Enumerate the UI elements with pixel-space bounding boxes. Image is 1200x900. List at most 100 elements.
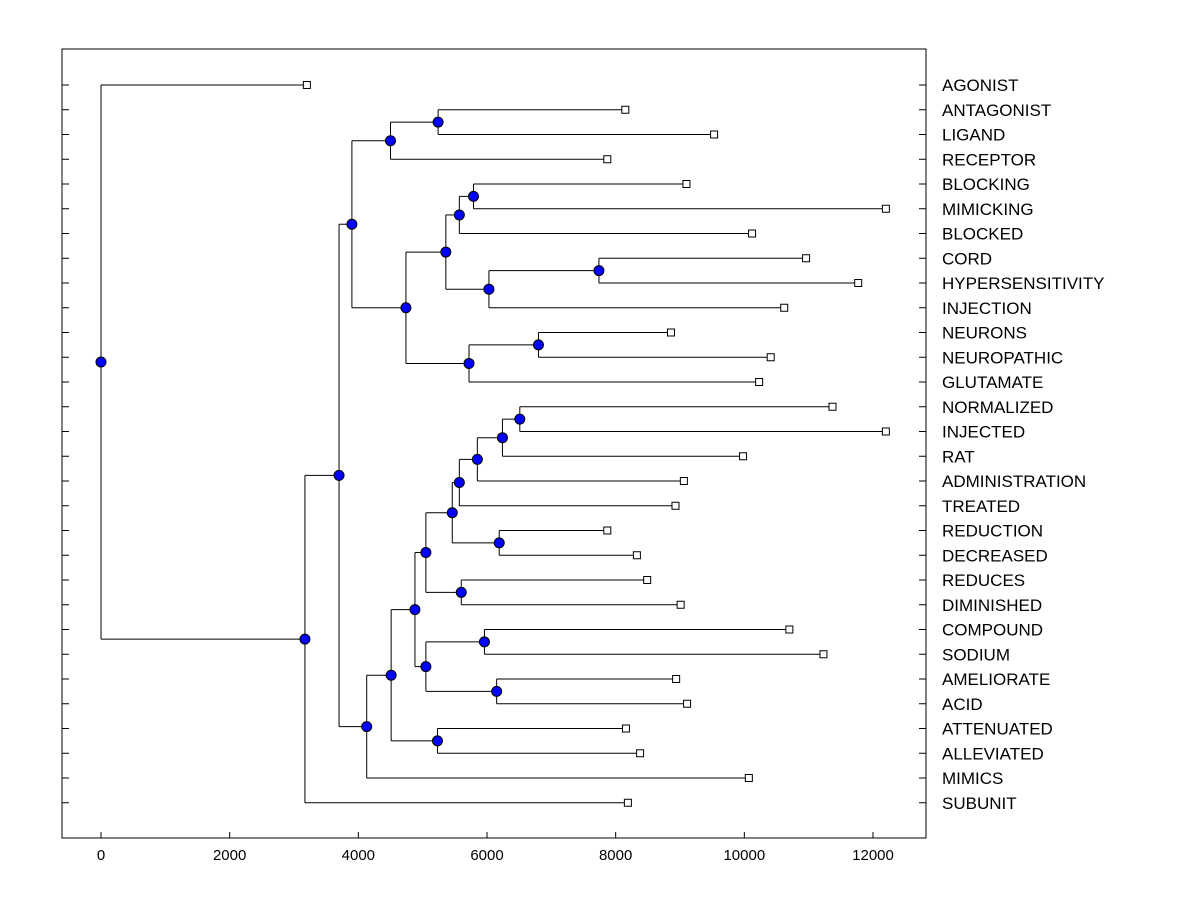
merge-node bbox=[361, 721, 373, 733]
merge-node bbox=[446, 507, 458, 519]
merge-node bbox=[420, 547, 432, 559]
leaf-label: RAT bbox=[942, 447, 975, 466]
leaf-label: ACID bbox=[942, 695, 983, 714]
merge-node bbox=[453, 477, 465, 489]
leaf-label: DIMINISHED bbox=[942, 596, 1042, 615]
leaf-marker bbox=[755, 378, 764, 386]
leaf-marker bbox=[632, 551, 641, 560]
leaf-markers bbox=[302, 81, 890, 807]
leaf-marker bbox=[828, 402, 837, 411]
leaf-marker bbox=[621, 105, 630, 114]
merge-node bbox=[453, 209, 465, 221]
leaf-label: TREATED bbox=[942, 497, 1020, 516]
leaf-label: SUBUNIT bbox=[942, 794, 1017, 813]
plot-frame bbox=[61, 48, 927, 839]
x-tick-label: 6000 bbox=[470, 847, 503, 864]
merge-node bbox=[95, 356, 107, 368]
leaf-label: LIGAND bbox=[942, 126, 1005, 145]
leaf-marker bbox=[603, 155, 612, 164]
leaf-marker bbox=[710, 130, 719, 139]
merge-node bbox=[514, 413, 526, 425]
merge-node bbox=[483, 283, 495, 295]
leaf-label: ALLEVIATED bbox=[942, 744, 1044, 763]
leaf-label: REDUCTION bbox=[942, 522, 1043, 541]
leaf-label: INJECTED bbox=[942, 423, 1025, 442]
leaf-label: INJECTION bbox=[942, 299, 1032, 318]
leaf-marker bbox=[819, 650, 828, 659]
leaf-label: BLOCKED bbox=[942, 225, 1023, 244]
merge-node bbox=[385, 135, 396, 147]
leaf-label: NEUROPATHIC bbox=[942, 348, 1063, 367]
merge-node bbox=[463, 357, 475, 369]
leaf-marker bbox=[666, 328, 675, 337]
leaf-label: NEURONS bbox=[942, 324, 1027, 343]
leaf-marker bbox=[603, 526, 612, 535]
x-axis-ticks bbox=[100, 832, 874, 838]
leaf-marker bbox=[621, 724, 630, 733]
leaf-marker bbox=[739, 452, 748, 461]
leaf-marker bbox=[881, 204, 890, 213]
merge-node bbox=[455, 586, 467, 598]
merge-node bbox=[471, 453, 483, 465]
leaf-label: DECREASED bbox=[942, 546, 1048, 565]
x-tick-label: 10000 bbox=[723, 847, 765, 864]
merge-node bbox=[431, 735, 443, 747]
x-tick-label: 2000 bbox=[213, 847, 246, 864]
leaf-label: CORD bbox=[942, 249, 992, 268]
leaf-marker bbox=[854, 279, 863, 287]
merge-node bbox=[467, 190, 479, 202]
leaf-label: NORMALIZED bbox=[942, 398, 1053, 417]
x-tick-label: 12000 bbox=[852, 847, 894, 864]
merge-node bbox=[432, 116, 444, 128]
leaf-label: REDUCES bbox=[942, 571, 1025, 590]
merge-node bbox=[493, 537, 505, 549]
leaf-label: MIMICS bbox=[942, 769, 1003, 788]
leaf-label: AMELIORATE bbox=[942, 670, 1050, 689]
leaf-label: RECEPTOR bbox=[942, 150, 1036, 169]
x-tick-label: 8000 bbox=[599, 847, 632, 864]
merge-node bbox=[420, 661, 432, 673]
leaf-marker bbox=[744, 774, 753, 782]
leaf-marker bbox=[676, 600, 685, 609]
leaf-marker bbox=[780, 303, 789, 312]
leaf-marker bbox=[682, 180, 691, 188]
leaf-label: GLUTAMATE bbox=[942, 373, 1043, 392]
leaf-marker bbox=[672, 675, 681, 683]
leaf-marker bbox=[302, 81, 311, 89]
merge-node bbox=[333, 469, 345, 481]
leaf-label: HYPERSENSITIVITY bbox=[942, 274, 1104, 293]
leaf-marker bbox=[881, 427, 890, 436]
leaf-label: AGONIST bbox=[942, 76, 1019, 95]
merge-node bbox=[478, 636, 490, 648]
leaf-marker bbox=[683, 699, 692, 708]
dendrogram-branches bbox=[100, 84, 886, 804]
merge-node bbox=[385, 669, 397, 681]
leaf-label: ADMINISTRATION bbox=[942, 472, 1086, 491]
leaf-label: ATTENUATED bbox=[942, 720, 1053, 739]
merge-node-markers bbox=[95, 116, 605, 747]
merge-node bbox=[496, 432, 508, 444]
merge-node bbox=[409, 604, 421, 616]
leaf-marker bbox=[643, 576, 652, 584]
leaf-label: SODIUM bbox=[942, 645, 1010, 664]
leaf-marker bbox=[748, 229, 757, 238]
leaf-marker bbox=[671, 501, 680, 510]
leaf-label: BLOCKING bbox=[942, 175, 1030, 194]
x-tick-label: 0 bbox=[97, 847, 105, 864]
merge-node bbox=[491, 685, 503, 697]
merge-node bbox=[440, 246, 452, 258]
merge-node bbox=[593, 265, 605, 277]
leaf-marker bbox=[802, 254, 811, 263]
x-tick-label: 4000 bbox=[342, 847, 375, 864]
x-axis-tick-labels: 0 2000 4000 6000 8000 10000 12000 bbox=[97, 847, 894, 864]
leaf-marker bbox=[766, 353, 775, 362]
leaf-label: ANTAGONIST bbox=[942, 101, 1051, 120]
leaf-label: MIMICKING bbox=[942, 200, 1034, 219]
merge-node bbox=[299, 633, 311, 645]
leaf-marker bbox=[679, 477, 688, 485]
leaf-labels: AGONIST ANTAGONIST LIGAND RECEPTOR BLOCKING M… bbox=[942, 76, 1104, 813]
y-axis-ticks bbox=[62, 84, 926, 804]
merge-node bbox=[400, 302, 412, 314]
merge-node bbox=[532, 339, 544, 351]
